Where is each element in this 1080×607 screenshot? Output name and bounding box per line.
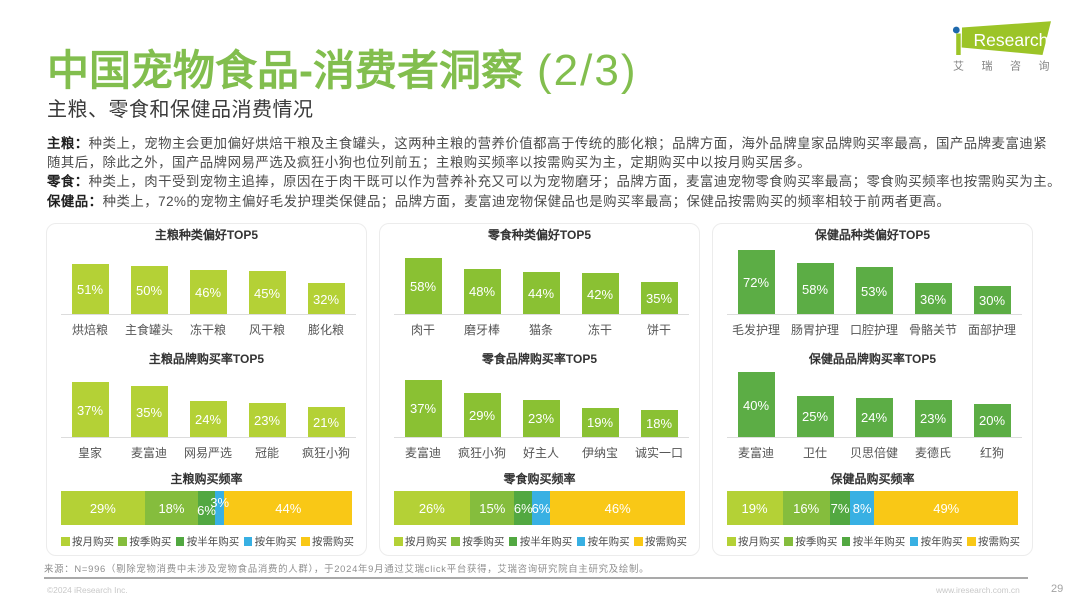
svg-text:Research: Research (974, 30, 1049, 50)
svg-text:艾瑞咨询: 艾瑞咨询 (953, 59, 1060, 73)
